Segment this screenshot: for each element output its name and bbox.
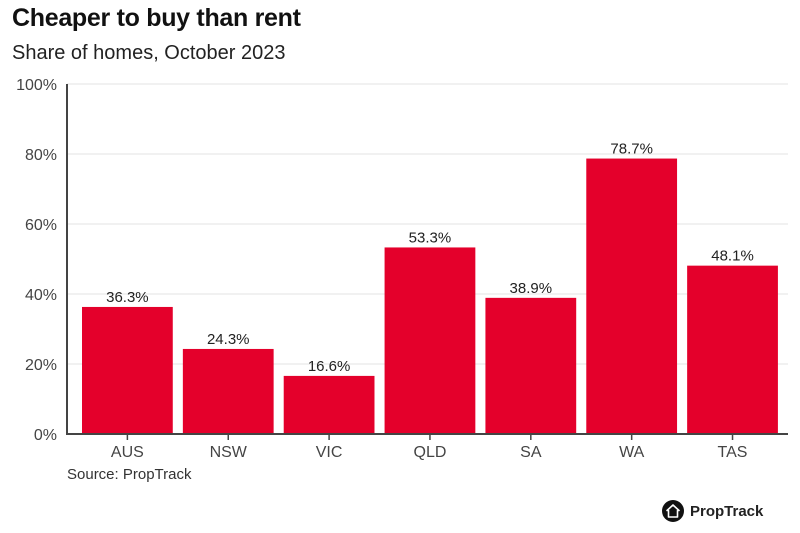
y-tick-label: 100% — [16, 77, 57, 94]
data-label: 48.1% — [711, 248, 754, 265]
y-tick-label: 0% — [34, 427, 57, 444]
bar — [82, 306, 173, 434]
brand-logo: PropTrack — [662, 500, 763, 522]
y-tick-label: 80% — [25, 147, 57, 164]
data-label: 53.3% — [409, 229, 452, 246]
x-tick-label: NSW — [210, 444, 248, 461]
bar — [384, 247, 476, 434]
y-tick-label: 60% — [25, 217, 57, 234]
x-tick-label: VIC — [316, 444, 343, 461]
x-tick-label: TAS — [718, 444, 748, 461]
data-label: 16.6% — [308, 358, 351, 375]
bar — [687, 265, 778, 434]
source-note: Source: PropTrack — [67, 466, 192, 483]
x-tick-label: SA — [520, 444, 542, 461]
bar — [182, 348, 274, 434]
data-label: 38.9% — [510, 280, 553, 297]
x-tick-label: AUS — [111, 444, 144, 461]
y-tick-label: 40% — [25, 287, 57, 304]
bar — [283, 375, 375, 434]
data-label: 36.3% — [106, 289, 149, 306]
bar — [586, 158, 678, 435]
house-icon — [662, 500, 684, 522]
brand-name: PropTrack — [690, 502, 764, 520]
chart-subtitle: Share of homes, October 2023 — [12, 42, 286, 64]
data-label: 78.7% — [610, 141, 653, 158]
x-tick-label: WA — [619, 444, 645, 461]
chart-title: Cheaper to buy than rent — [12, 4, 301, 32]
data-label: 24.3% — [207, 331, 250, 348]
y-tick-label: 20% — [25, 357, 57, 374]
x-tick-label: QLD — [414, 444, 447, 461]
bar — [485, 297, 577, 434]
